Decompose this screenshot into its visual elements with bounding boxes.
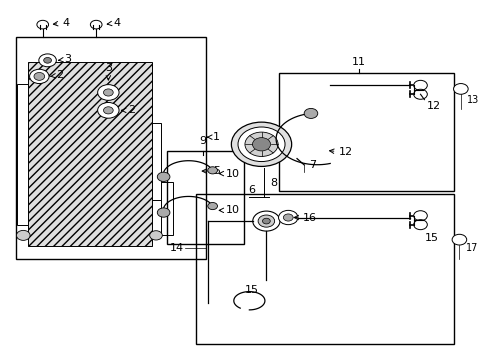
Bar: [28, 62, 152, 246]
Text: 15: 15: [244, 285, 258, 296]
Circle shape: [413, 220, 427, 230]
Circle shape: [283, 214, 292, 221]
Text: 4: 4: [107, 18, 120, 28]
Circle shape: [98, 85, 119, 100]
Circle shape: [34, 72, 44, 80]
Circle shape: [413, 211, 427, 221]
Bar: [16, 37, 205, 258]
Circle shape: [278, 210, 297, 225]
Circle shape: [149, 231, 162, 240]
Text: 15: 15: [424, 233, 438, 243]
Text: 3: 3: [59, 54, 71, 64]
Bar: [152, 123, 161, 200]
Text: 8: 8: [269, 177, 276, 188]
Text: 10: 10: [219, 168, 240, 179]
Text: 2: 2: [122, 105, 135, 115]
Circle shape: [90, 20, 102, 29]
Text: 9: 9: [199, 136, 206, 146]
Circle shape: [157, 172, 170, 181]
Text: 11: 11: [351, 58, 365, 67]
Bar: [161, 182, 173, 235]
Circle shape: [17, 230, 30, 240]
Bar: [166, 152, 244, 244]
Text: 7: 7: [308, 160, 316, 170]
Circle shape: [39, 54, 56, 67]
Circle shape: [453, 84, 467, 94]
Circle shape: [207, 167, 217, 174]
Text: 6: 6: [248, 185, 255, 195]
Text: 17: 17: [465, 243, 477, 253]
Text: 12: 12: [329, 148, 353, 157]
Text: 1: 1: [207, 132, 220, 142]
Circle shape: [258, 215, 274, 227]
Text: 3: 3: [104, 63, 112, 80]
Circle shape: [103, 89, 113, 96]
Circle shape: [37, 20, 48, 29]
Circle shape: [30, 69, 49, 84]
Bar: [278, 73, 453, 191]
Bar: [18, 84, 28, 225]
Circle shape: [413, 89, 427, 99]
Text: 12: 12: [426, 102, 440, 111]
Circle shape: [451, 234, 466, 245]
Circle shape: [252, 138, 270, 151]
Text: 2: 2: [50, 70, 63, 80]
Bar: [196, 194, 453, 344]
Text: 10: 10: [219, 205, 240, 215]
Text: 13: 13: [466, 95, 478, 105]
Circle shape: [103, 107, 113, 114]
Text: 4: 4: [53, 18, 69, 28]
Circle shape: [252, 211, 280, 231]
Circle shape: [231, 122, 291, 166]
Text: 14: 14: [169, 243, 183, 253]
Circle shape: [157, 208, 170, 217]
Text: 16: 16: [293, 212, 316, 222]
Circle shape: [413, 80, 427, 90]
Text: 5: 5: [202, 166, 220, 176]
Circle shape: [262, 218, 270, 224]
Circle shape: [238, 127, 285, 162]
Circle shape: [43, 58, 51, 63]
Circle shape: [98, 103, 119, 118]
Circle shape: [207, 202, 217, 210]
Circle shape: [244, 132, 278, 157]
Circle shape: [304, 108, 317, 118]
